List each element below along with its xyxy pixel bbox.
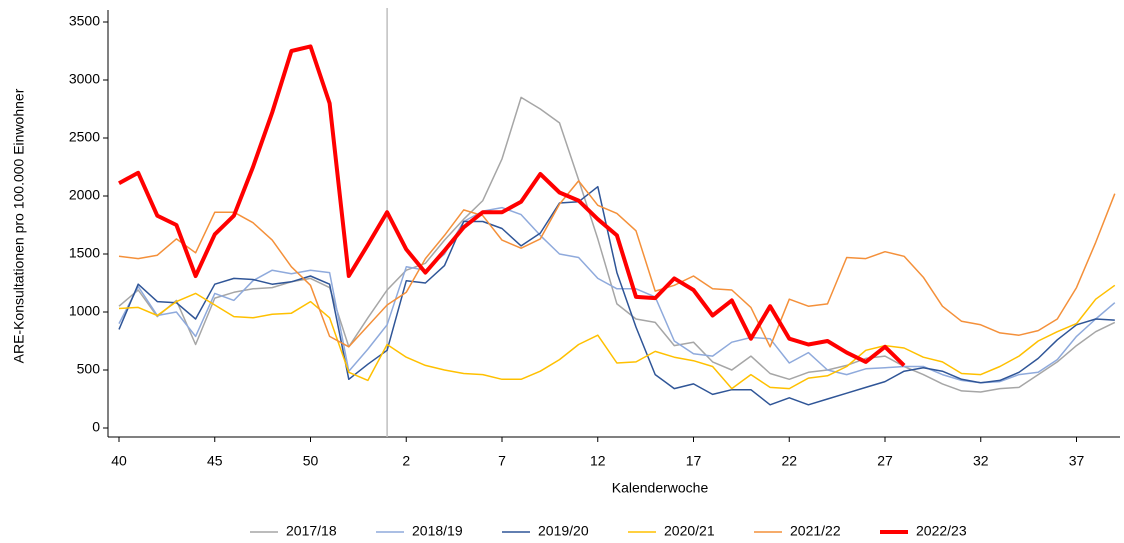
x-tick-label: 22 <box>781 453 797 469</box>
y-tick-label: 500 <box>77 361 101 377</box>
series-line <box>118 180 1116 348</box>
x-tick-label: 32 <box>973 453 989 469</box>
x-tick-label: 17 <box>686 453 702 469</box>
y-tick-label: 2500 <box>69 129 100 145</box>
x-tick-label: 45 <box>207 453 223 469</box>
x-tick-label: 50 <box>303 453 319 469</box>
series-line <box>118 284 1116 390</box>
y-tick-label: 0 <box>92 419 100 435</box>
y-tick-label: 3000 <box>69 71 100 87</box>
x-tick-label: 37 <box>1069 453 1085 469</box>
legend-label: 2020/21 <box>664 523 715 539</box>
y-tick-label: 3500 <box>69 13 100 29</box>
x-tick-label: 27 <box>877 453 893 469</box>
x-tick-label: 40 <box>111 453 127 469</box>
legend-label: 2017/18 <box>286 523 337 539</box>
y-tick-label: 1000 <box>69 303 100 319</box>
series-line <box>118 96 1116 393</box>
legend-label: 2019/20 <box>538 523 589 539</box>
legend-label: 2021/22 <box>790 523 841 539</box>
legend-label: 2018/19 <box>412 523 463 539</box>
y-axis-label: ARE-Konsultationen pro 100.000 Einwohner <box>11 88 27 363</box>
x-axis-label: Kalenderwoche <box>612 480 709 496</box>
series-line <box>118 44 906 367</box>
series-line <box>118 185 1115 406</box>
y-tick-label: 1500 <box>69 245 100 261</box>
series-line <box>118 206 1116 384</box>
x-tick-label: 2 <box>402 453 410 469</box>
x-tick-label: 7 <box>498 453 506 469</box>
y-tick-label: 2000 <box>69 187 100 203</box>
x-tick-label: 12 <box>590 453 606 469</box>
legend-label: 2022/23 <box>916 523 967 539</box>
